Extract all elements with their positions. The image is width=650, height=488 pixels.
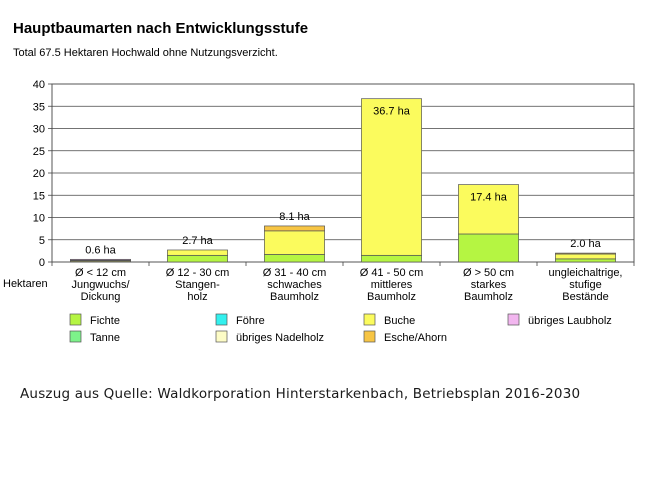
legend-swatch [69,330,82,343]
bar-segment [361,98,422,256]
bar-segment [458,233,519,263]
legend-swatch [363,330,376,343]
bar-segment [458,184,519,235]
legend-label: übriges Laubholz [528,315,612,327]
bar-total-label: 36.7 ha [373,106,411,118]
x-tick-label: Ø 41 - 50 cm [360,267,424,279]
y-tick-label: 5 [39,235,45,247]
source-caption: Auszug aus Quelle: Waldkorporation Hinte… [20,386,581,402]
y-tick-label: 25 [33,146,45,158]
bar-total-label: 17.4 ha [470,192,508,204]
y-tick-label: 15 [33,190,45,202]
legend-swatch [215,330,228,343]
legend-label: Föhre [236,315,265,327]
chart-title: Hauptbaumarten nach Entwicklungsstufe [13,20,309,37]
bar-segment [361,254,422,263]
bar-segment [264,225,325,232]
legend-label: Fichte [90,315,120,327]
legend-swatch [215,313,228,326]
y-axis-label: Hektaren [3,278,48,290]
bar-segment [555,252,616,255]
y-tick-label: 20 [33,168,45,180]
legend-label: Esche/Ahorn [384,332,447,344]
x-tick-label: Jungwuchs/ [71,279,130,291]
stacked-bar-chart: 0 5 10 15 20 25 30 35 40 Hektaren 0.6 ha Ø < 12 cmJ… [3,79,635,344]
bar-segment [167,249,228,256]
x-tick-label: ungleichaltrige, [549,267,623,279]
y-tick-label: 30 [33,124,45,136]
legend-swatch [69,313,82,326]
x-tick-label: Ø 12 - 30 cm [166,267,230,279]
bar-total-label: 8.1 ha [279,211,310,223]
x-tick-label: starkes [471,279,507,291]
x-tick-label: Ø > 50 cm [463,267,514,279]
x-tick-label: Stangen- [175,279,220,291]
y-tick-label: 0 [39,257,45,269]
x-tick-label: schwaches [267,279,322,291]
y-tick-label: 35 [33,101,45,113]
x-tick-label: Ø < 12 cm [75,267,126,279]
y-tick-label: 10 [33,213,45,225]
chart-subtitle: Total 67.5 Hektaren Hochwald ohne Nutzun… [13,47,278,59]
bar-segment [555,258,616,263]
x-tick-label: Dickung [81,291,121,303]
legend-swatch [363,313,376,326]
legend-label: Buche [384,315,415,327]
bar-total-label: 2.0 ha [570,238,601,250]
legend-label: Tanne [90,332,120,344]
x-tick-label: Ø 31 - 40 cm [263,267,327,279]
x-tick-label: mittleres [371,279,413,291]
legend-label: übriges Nadelholz [236,332,324,344]
bar-total-label: 0.6 ha [85,244,116,256]
bar-segment [167,254,228,263]
legend-swatch [507,313,520,326]
x-tick-label: holz [187,291,207,303]
bar-segment [70,258,131,261]
bar-segment [555,253,616,260]
x-tick-label: stufige [569,279,601,291]
y-tick-label: 40 [33,79,45,91]
bar-total-label: 2.7 ha [182,235,213,247]
x-tick-label: Baumholz [367,291,416,303]
bar-segment [264,254,325,263]
x-tick-label: Baumholz [464,291,513,303]
x-tick-label: Baumholz [270,291,319,303]
bar-segment [264,230,325,255]
x-tick-label: Bestände [562,291,608,303]
